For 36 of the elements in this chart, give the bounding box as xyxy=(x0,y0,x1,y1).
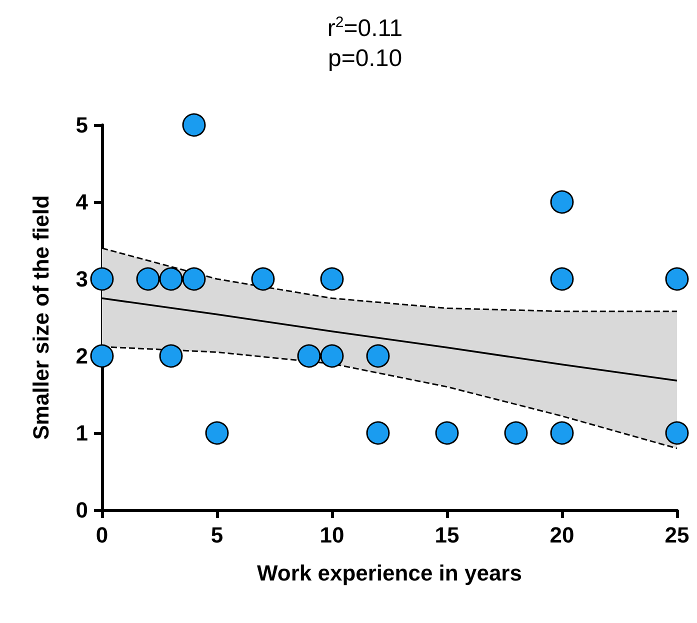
point xyxy=(136,267,160,291)
point xyxy=(435,421,459,445)
point xyxy=(550,267,574,291)
point xyxy=(320,267,344,291)
point xyxy=(366,421,390,445)
point xyxy=(504,421,528,445)
y-tick-label: 3 xyxy=(76,266,88,292)
x-tick-label: 0 xyxy=(96,522,108,548)
x-tick-label: 5 xyxy=(210,522,224,548)
y-tick-label: 4 xyxy=(76,190,89,214)
point xyxy=(320,344,344,368)
y-tick-label: 2 xyxy=(76,344,88,368)
point xyxy=(205,421,229,445)
point xyxy=(159,267,183,291)
point xyxy=(665,421,689,445)
y-axis-title: Smaller size of the field xyxy=(28,195,54,440)
x-tick-label: 15 xyxy=(434,522,460,548)
point xyxy=(297,344,321,368)
x-tick-label: 25 xyxy=(664,522,690,548)
point xyxy=(251,267,275,291)
x-axis-title: Work experience in years xyxy=(257,560,522,586)
point xyxy=(159,344,183,368)
point xyxy=(550,421,574,445)
point xyxy=(550,190,574,214)
point xyxy=(182,267,206,291)
y-tick-label: 0 xyxy=(76,498,88,522)
x-tick-label: 20 xyxy=(550,522,574,548)
point xyxy=(90,344,114,368)
y-tick-label: 1 xyxy=(76,420,88,446)
chart-subtitle: p=0.10 xyxy=(328,45,402,72)
y-tick-label: 5 xyxy=(76,112,88,138)
point xyxy=(665,267,689,291)
point xyxy=(182,113,206,137)
point xyxy=(366,344,390,368)
point xyxy=(90,267,114,291)
x-tick-label: 10 xyxy=(320,522,344,548)
